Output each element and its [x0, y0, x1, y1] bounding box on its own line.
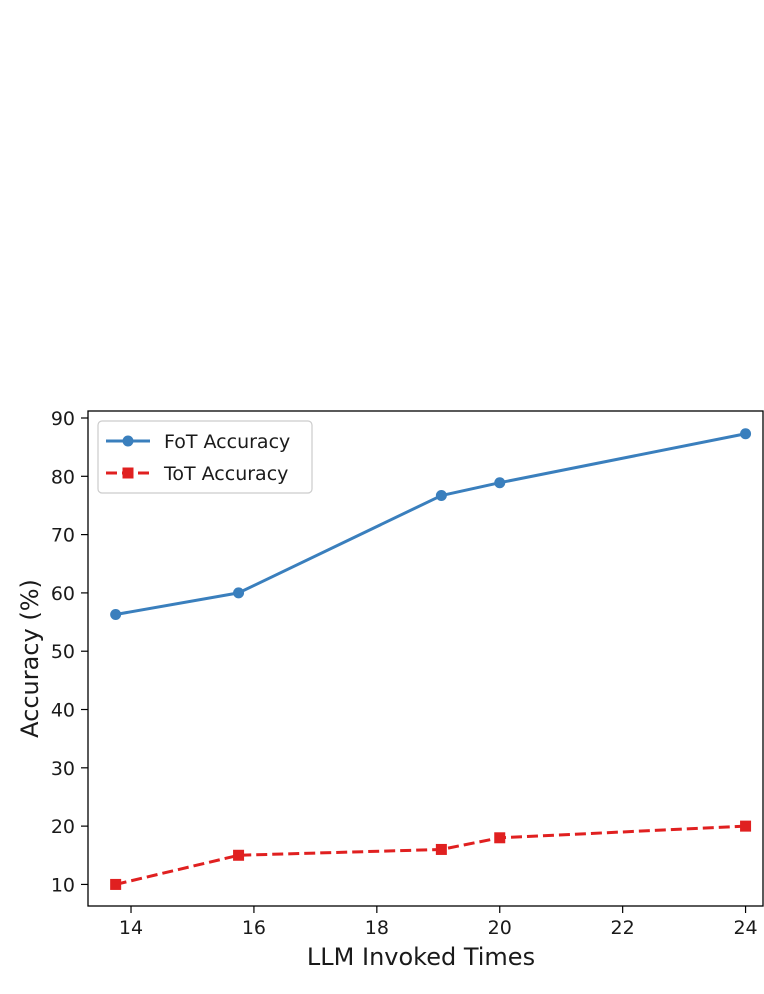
- y-tick-label: 40: [51, 700, 75, 722]
- x-tick-label: 24: [733, 917, 757, 939]
- data-point: [435, 843, 447, 855]
- x-tick-label: 18: [365, 917, 389, 939]
- x-tick-label: 22: [611, 917, 635, 939]
- legend-box: [97, 420, 313, 494]
- y-tick-label: 50: [51, 641, 75, 663]
- data-point: [740, 428, 752, 440]
- data-point: [435, 490, 447, 502]
- data-point: [110, 878, 122, 890]
- legend-label: FoT Accuracy: [164, 431, 290, 453]
- x-axis-ticks: 14 16 18 20 22 24: [119, 906, 758, 939]
- data-point: [233, 587, 245, 599]
- y-tick-label: 90: [51, 408, 75, 430]
- series-layer: [110, 428, 752, 890]
- plot-frame: [87, 410, 764, 907]
- legend-marker: [122, 435, 134, 447]
- x-tick-label: 14: [119, 917, 143, 939]
- y-tick-label: 80: [51, 466, 75, 488]
- y-tick-label: 30: [51, 758, 75, 780]
- x-tick-label: 16: [242, 917, 266, 939]
- data-point: [494, 832, 506, 844]
- series-2: [110, 820, 752, 890]
- series-1: [110, 428, 752, 620]
- y-axis-label: Accuracy (%): [16, 579, 44, 738]
- data-point: [740, 820, 752, 832]
- y-axis-ticks: 10 20 30 40 50 60 70 80 90: [51, 408, 88, 896]
- legend-marker: [122, 467, 134, 479]
- y-tick-label: 10: [51, 874, 75, 896]
- legend: FoT Accuracy ToT Accuracy: [97, 420, 313, 494]
- series-line: [115, 824, 746, 886]
- data-point: [494, 477, 506, 489]
- x-tick-label: 20: [488, 917, 512, 939]
- data-point: [233, 849, 245, 861]
- x-axis-label: LLM Invoked Times: [307, 943, 535, 971]
- y-tick-label: 60: [51, 583, 75, 605]
- y-tick-label: 20: [51, 816, 75, 838]
- legend-label: ToT Accuracy: [163, 463, 288, 485]
- data-point: [110, 608, 122, 620]
- y-tick-label: 70: [51, 525, 75, 547]
